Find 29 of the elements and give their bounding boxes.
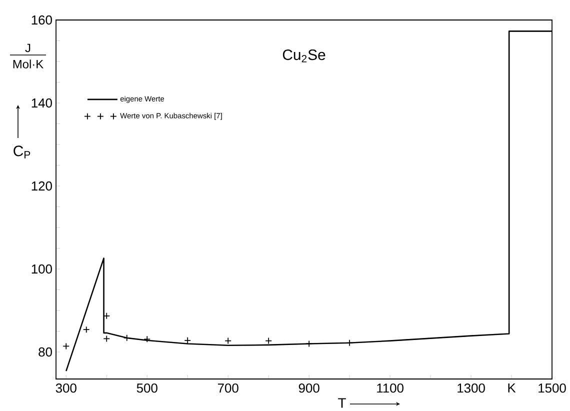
- point: [265, 337, 272, 344]
- x-tick-label: 900: [298, 383, 320, 393]
- y-tick-label: 100: [32, 264, 52, 274]
- x-tick-label: 500: [136, 383, 158, 393]
- point: [82, 326, 90, 334]
- point: [224, 337, 232, 344]
- point: [103, 312, 110, 320]
- y-tick-label: 160: [32, 15, 52, 25]
- x-tick-label: K: [508, 383, 516, 392]
- point: [184, 336, 192, 344]
- point: [144, 336, 151, 343]
- x-tick-label: 1100: [377, 383, 404, 393]
- x-tick-label: 300: [56, 383, 76, 393]
- x-axis-title: T: [338, 398, 346, 408]
- point: [103, 335, 110, 342]
- text: Mol·K: [13, 60, 44, 68]
- point: [306, 340, 313, 348]
- point: [62, 342, 70, 350]
- y-tick-label: 80: [38, 347, 52, 357]
- text: Cu$_{2}$Se: [282, 49, 326, 62]
- point: [123, 334, 130, 342]
- x-tick-label: 700: [218, 383, 238, 393]
- point: [346, 339, 354, 346]
- y-axis-title: C$_{P}$: [14, 146, 30, 158]
- y-tick-label: 120: [32, 181, 52, 191]
- text: J: [25, 44, 30, 52]
- x-tick-label: 1300: [458, 383, 485, 393]
- y-tick-label: 140: [32, 98, 52, 108]
- x-tick-label: 1500: [538, 383, 566, 393]
